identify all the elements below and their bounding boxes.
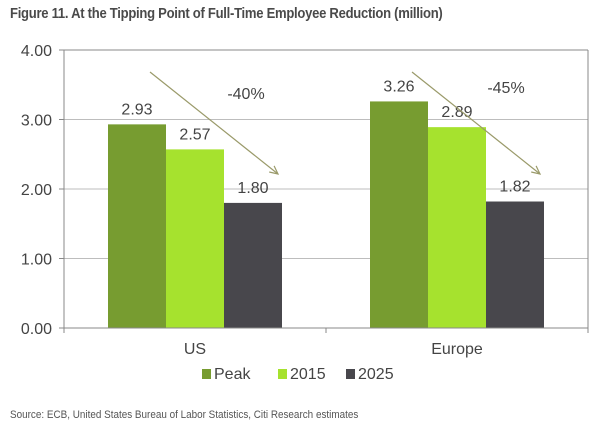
y-tick-label: 1.00 <box>21 252 52 269</box>
trend-arrow-line <box>411 71 541 175</box>
axes: 0.00 1.00 2.00 3.00 4.00 US Europe <box>21 43 589 358</box>
annotations: -40% -45% <box>149 71 542 175</box>
bar-2025-us <box>224 202 282 328</box>
bar-2015-us <box>166 149 224 328</box>
y-tick-label: 0.00 <box>21 321 52 338</box>
legend: Peak 2015 2025 <box>202 366 394 383</box>
data-label: 1.80 <box>237 180 268 197</box>
x-category-label: Europe <box>431 341 483 358</box>
bar-2015-europe <box>428 127 486 329</box>
bar-peak-europe <box>370 101 428 329</box>
y-tick-label: 3.00 <box>21 113 52 130</box>
data-label: 2.57 <box>179 126 210 143</box>
arrow-head-icon <box>269 165 280 175</box>
data-label: 2.93 <box>121 101 152 118</box>
chart-title: Figure 11. At the Tipping Point of Full-… <box>10 6 443 22</box>
data-label: 3.26 <box>383 78 414 95</box>
bar-2025-europe <box>486 201 544 328</box>
legend-label-peak: Peak <box>214 366 251 383</box>
legend-swatch-2025 <box>346 369 355 379</box>
bar-peak-us <box>108 124 166 329</box>
legend-swatch-2015 <box>278 369 287 379</box>
trend-annotation-label: -40% <box>227 86 264 103</box>
legend-swatch-peak <box>202 369 211 379</box>
trend-annotation-label: -45% <box>487 80 524 97</box>
data-labels: 2.93 2.57 1.80 3.26 2.89 1.82 <box>121 78 530 196</box>
arrow-head-icon <box>531 165 542 175</box>
legend-label-2025: 2025 <box>358 366 394 383</box>
data-label: 1.82 <box>499 179 530 196</box>
y-tick-label: 2.00 <box>21 182 52 199</box>
legend-label-2015: 2015 <box>290 366 326 383</box>
x-category-label: US <box>184 341 206 358</box>
bars <box>108 101 544 329</box>
source-note: Source: ECB, United States Bureau of Lab… <box>10 409 359 421</box>
data-label: 2.89 <box>441 104 472 121</box>
y-tick-label: 4.00 <box>21 43 52 60</box>
trend-arrow-line <box>149 71 279 175</box>
